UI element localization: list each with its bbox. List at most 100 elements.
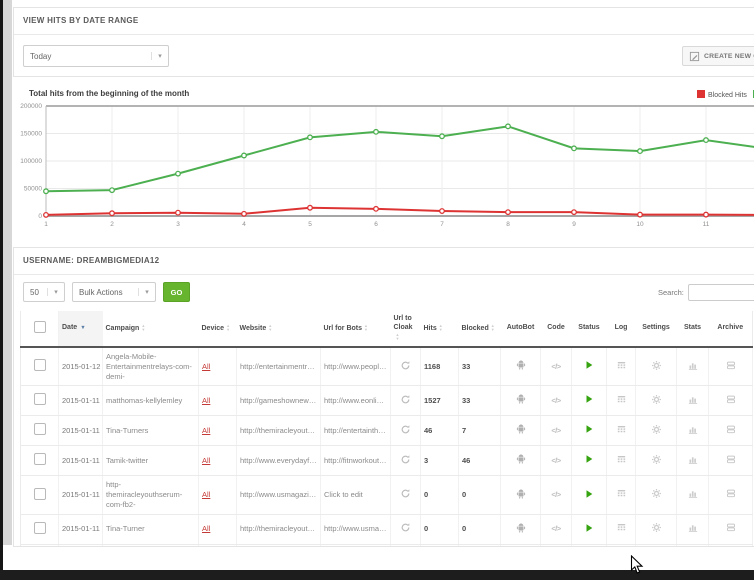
archive-icon[interactable] [725, 488, 737, 502]
create-new-campaign-button[interactable]: CREATE NEW CAMPAIGN [682, 46, 754, 66]
settings-gear-icon[interactable] [651, 454, 662, 468]
column-header-url-to-cloak[interactable]: Url to Cloak ▲ ▼ [390, 311, 421, 349]
row-checkbox[interactable] [33, 423, 46, 436]
log-calendar-icon[interactable] [616, 488, 627, 502]
device-link[interactable]: All [202, 490, 211, 500]
status-play-icon[interactable] [584, 424, 594, 437]
url-to-cloak-icon[interactable] [400, 424, 411, 438]
archive-icon[interactable] [725, 360, 737, 374]
column-header-code: Code [540, 311, 572, 349]
row-url-for-bots[interactable]: http://www.eonline.com/n... [320, 385, 391, 417]
code-icon[interactable]: </> [551, 425, 561, 435]
row-checkbox[interactable] [33, 453, 46, 466]
status-play-icon[interactable] [584, 454, 594, 467]
url-to-cloak-icon[interactable] [400, 394, 411, 408]
row-checkbox[interactable] [33, 521, 46, 534]
svg-text:1: 1 [44, 221, 48, 228]
device-link[interactable]: All [202, 524, 211, 534]
window-edge [0, 0, 3, 580]
code-icon[interactable]: </> [551, 395, 561, 405]
settings-gear-icon[interactable] [651, 394, 662, 408]
autobot-icon[interactable] [515, 393, 527, 408]
log-calendar-icon[interactable] [616, 360, 627, 374]
column-header-url-for-bots[interactable]: Url for Bots ▲ ▼ [320, 311, 391, 349]
stats-chart-icon[interactable] [687, 360, 699, 374]
autobot-icon[interactable] [515, 423, 527, 438]
row-date: 2015-01-09 [58, 544, 103, 546]
device-link[interactable]: All [202, 425, 211, 435]
autobot-icon[interactable] [515, 488, 527, 503]
autobot-icon[interactable] [515, 522, 527, 537]
status-play-icon[interactable] [584, 489, 594, 502]
log-calendar-icon[interactable] [616, 454, 627, 468]
row-hits: 0 [420, 544, 459, 546]
archive-icon[interactable] [725, 424, 737, 438]
status-play-icon[interactable] [584, 523, 594, 536]
autobot-icon[interactable] [515, 453, 527, 468]
column-header-hits[interactable]: Hits ▲ ▼ [420, 311, 459, 349]
code-icon[interactable]: </> [551, 524, 561, 534]
stats-chart-icon[interactable] [687, 454, 699, 468]
row-url-for-bots[interactable]: http://fitnworkout.com/ [320, 445, 391, 477]
settings-gear-icon[interactable] [651, 360, 662, 374]
date-range-select[interactable]: Today ▾ [23, 45, 169, 67]
log-calendar-icon[interactable] [616, 522, 627, 536]
stats-chart-icon[interactable] [687, 394, 699, 408]
svg-text:10: 10 [636, 221, 644, 228]
go-button[interactable]: GO [163, 282, 190, 302]
stats-chart-icon[interactable] [687, 488, 699, 502]
row-checkbox[interactable] [33, 393, 46, 406]
row-website: http://onlinegossipchann... [236, 544, 321, 546]
table-row: 2015-01-11 Tina-Turners All http://themi… [20, 415, 753, 447]
url-to-cloak-icon[interactable] [400, 360, 411, 374]
mouse-cursor [630, 555, 644, 574]
settings-gear-icon[interactable] [651, 522, 662, 536]
hits-line-chart: 050000100000150000200000123456789101112 [20, 103, 754, 228]
url-to-cloak-icon[interactable] [400, 454, 411, 468]
row-url-for-bots[interactable]: Click to edit [320, 475, 391, 515]
column-header-campaign[interactable]: Campaign ▲ ▼ [102, 311, 199, 349]
page-size-select[interactable]: 50 ▾ [23, 282, 65, 302]
archive-icon[interactable] [725, 522, 737, 536]
code-icon[interactable]: </> [551, 490, 561, 500]
left-gutter [3, 0, 12, 545]
url-to-cloak-icon[interactable] [400, 488, 411, 502]
row-url-for-bots[interactable]: http://www.usmagazine.c... [320, 514, 391, 545]
log-calendar-icon[interactable] [616, 394, 627, 408]
archive-icon[interactable] [725, 454, 737, 468]
row-checkbox[interactable] [33, 487, 46, 500]
device-link[interactable]: All [202, 455, 211, 465]
row-url-for-bots[interactable]: http://www.people.com/ar... [320, 347, 391, 387]
device-link[interactable]: All [202, 395, 211, 405]
row-url-for-bots[interactable]: http://www.goodhouseke... [320, 544, 391, 546]
stats-chart-icon[interactable] [687, 424, 699, 438]
column-header-blocked[interactable]: Blocked ▲ ▼ [458, 311, 501, 349]
bulk-actions-select[interactable]: Bulk Actions ▾ [72, 282, 156, 302]
autobot-icon[interactable] [515, 359, 527, 374]
status-play-icon[interactable] [584, 394, 594, 407]
stats-chart-icon[interactable] [687, 522, 699, 536]
legend-swatch [752, 90, 754, 98]
settings-gear-icon[interactable] [651, 488, 662, 502]
archive-icon[interactable] [725, 394, 737, 408]
svg-text:4: 4 [242, 221, 246, 228]
code-icon[interactable]: </> [551, 455, 561, 465]
row-checkbox[interactable] [33, 359, 46, 372]
column-header-date[interactable]: Date ▼ [58, 311, 103, 349]
log-calendar-icon[interactable] [616, 424, 627, 438]
url-to-cloak-icon[interactable] [400, 522, 411, 536]
row-campaign: http-themiracleyouthserum-com-fb2- [102, 475, 199, 515]
device-link[interactable]: All [202, 361, 211, 371]
row-url-for-bots[interactable]: http://entertainthis.usatod... [320, 415, 391, 447]
select-all-checkbox[interactable] [33, 320, 46, 333]
table-header-row: Date ▼ Campaign ▲ ▼ Device ▲ ▼ Website ▲ ▼ Url for … [20, 311, 753, 349]
row-hits: 1527 [420, 385, 459, 417]
code-icon[interactable]: </> [551, 361, 561, 371]
settings-gear-icon[interactable] [651, 424, 662, 438]
column-header-device[interactable]: Device ▲ ▼ [198, 311, 237, 349]
svg-text:6: 6 [374, 221, 378, 228]
sort-icon: ▲ ▼ [395, 331, 400, 341]
status-play-icon[interactable] [584, 360, 594, 373]
column-header-website[interactable]: Website ▲ ▼ [236, 311, 321, 349]
search-input[interactable] [687, 284, 754, 301]
